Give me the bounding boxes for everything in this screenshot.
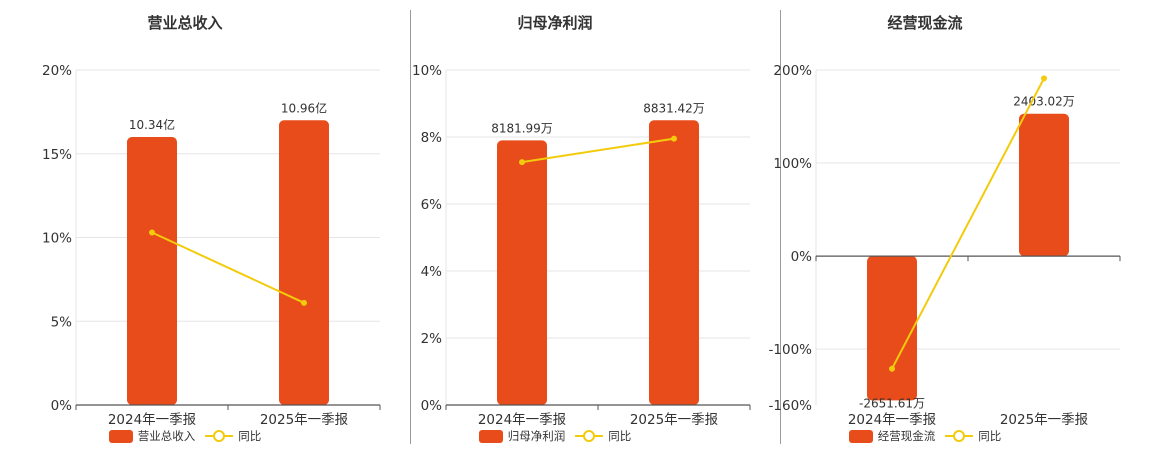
legend-bar-swatch	[848, 429, 873, 443]
chart-title: 归母净利润	[517, 14, 593, 32]
bar	[1019, 113, 1069, 257]
bar-value-label: 10.34亿	[129, 117, 175, 132]
x-tick-label: 2025年一季报	[1000, 412, 1088, 428]
y-tick-label: 0%	[51, 398, 73, 414]
chart-plot: 0% 5% 10% 15% 20% 10.34亿 10.96亿 2024年一季报 2025年一季…	[42, 63, 381, 428]
legend: 营业总收入 同比	[0, 427, 370, 445]
x-tick-label: 2024年一季报	[108, 412, 196, 428]
x-tick-label: 2025年一季报	[260, 412, 348, 428]
legend-bar-label: 经营现金流	[877, 429, 936, 443]
y-tick-label: 10%	[412, 63, 442, 79]
y-tick-label: 6%	[421, 197, 443, 213]
y-tick-label: 4%	[421, 264, 443, 280]
y-tick-label: -100%	[769, 342, 813, 358]
yoy-point	[889, 365, 895, 372]
bar-value-label: 8831.42万	[643, 101, 705, 115]
legend-item-line[interactable]: 同比	[945, 428, 1001, 444]
y-tick-label: 0%	[421, 398, 443, 414]
x-tick-label: 2024年一季报	[848, 412, 936, 428]
y-tick-label: 5%	[51, 314, 73, 330]
legend-bar-label: 营业总收入	[137, 429, 196, 443]
legend-line-label: 同比	[608, 429, 632, 443]
legend-item-line[interactable]: 同比	[205, 428, 261, 444]
legend-item-bar[interactable]: 经营现金流	[848, 428, 936, 444]
legend-line-label: 同比	[238, 429, 262, 443]
y-tick-label: 8%	[421, 130, 443, 146]
legend-bar-label: 归母净利润	[507, 429, 566, 443]
legend-bar-swatch	[108, 429, 133, 443]
legend-line-swatch	[205, 429, 234, 443]
yoy-point	[149, 229, 155, 236]
legend-bar-swatch	[478, 429, 503, 443]
yoy-point	[519, 159, 525, 166]
chart-title: 营业总收入	[147, 14, 223, 32]
y-tick-label: 100%	[773, 156, 812, 172]
x-tick-label: 2024年一季报	[478, 412, 566, 428]
y-tick-label: 200%	[773, 63, 812, 79]
chart-plot: 0% 2% 4% 6% 8% 10% 8181.99万 8831.42万 2024年一季报 202…	[412, 63, 751, 428]
yoy-point	[1041, 75, 1047, 82]
y-tick-label: 0%	[791, 249, 813, 265]
legend-line-swatch	[945, 429, 974, 443]
bar	[279, 120, 329, 405]
bar-value-label: 2403.02万	[1013, 95, 1075, 109]
bar-value-label: 8181.99万	[491, 121, 553, 135]
panel-divider	[410, 10, 411, 444]
chart-panel-revenue: 营业总收入 0% 5% 10% 15% 20% 10.34亿 10.96亿 2024年一季报 2…	[0, 0, 381, 450]
y-tick-label: 20%	[42, 63, 72, 79]
legend-item-bar[interactable]: 营业总收入	[108, 428, 196, 444]
panel-divider	[780, 10, 781, 444]
y-tick-label: 2%	[421, 331, 443, 347]
chart-panel-net-profit: 归母净利润 0% 2% 4% 6% 8% 10% 8181.99万 8831.42万 2024年…	[370, 0, 751, 450]
y-tick-label: 15%	[42, 147, 72, 163]
legend-line-label: 同比	[978, 429, 1002, 443]
bar	[649, 120, 699, 405]
yoy-point	[301, 299, 307, 306]
legend: 归母净利润 同比	[370, 427, 740, 445]
bar	[127, 137, 177, 405]
yoy-line	[151, 231, 305, 304]
legend-item-line[interactable]: 同比	[575, 428, 631, 444]
chart-panel-cash-flow: 经营现金流 -160% -100% 0% 100% 200% -2651.61万 2403.…	[740, 0, 1121, 450]
y-tick-label: 10%	[42, 231, 72, 247]
yoy-line	[891, 77, 1045, 370]
chart-plot: -160% -100% 0% 100% 200% -2651.61万 2403.02万 202…	[769, 63, 1121, 428]
bar	[867, 256, 917, 401]
legend: 经营现金流 同比	[740, 427, 1110, 445]
bar	[497, 140, 547, 405]
legend-item-bar[interactable]: 归母净利润	[478, 428, 566, 444]
legend-line-swatch	[575, 429, 604, 443]
yoy-point	[671, 135, 677, 142]
y-tick-label: -160%	[769, 398, 813, 414]
yoy-line	[521, 137, 675, 164]
bar-value-label: 10.96亿	[281, 100, 327, 115]
x-tick-label: 2025年一季报	[630, 412, 718, 428]
chart-title: 经营现金流	[887, 14, 963, 32]
bar-value-label: -2651.61万	[859, 396, 925, 410]
